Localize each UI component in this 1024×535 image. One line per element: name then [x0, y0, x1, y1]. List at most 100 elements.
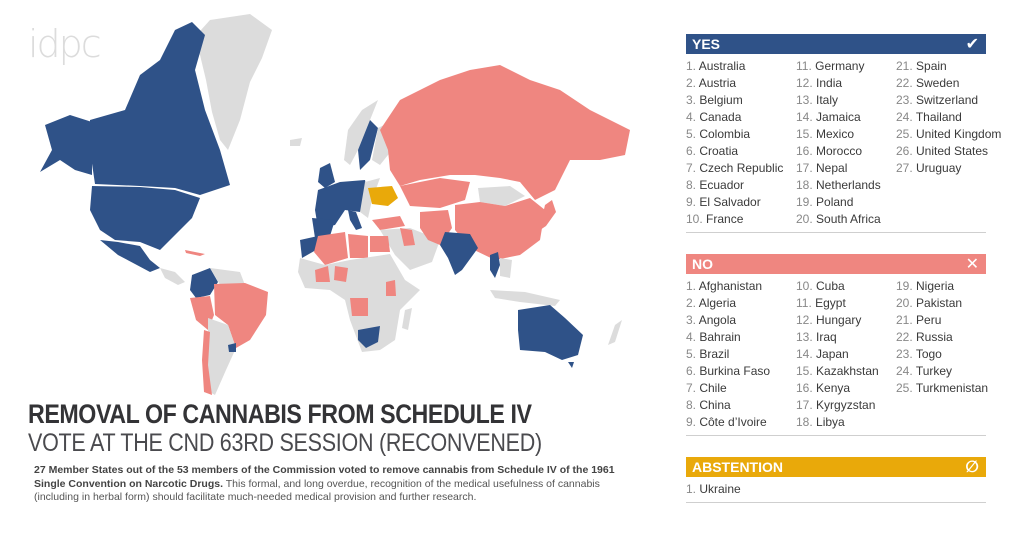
country-item: 5. Brazil — [686, 346, 796, 363]
country-name: Colombia — [699, 127, 751, 141]
no-panel: NO ✕ 1. Afghanistan 2. Algeria 3. Angola 4.… — [686, 254, 989, 436]
country-number: 7. — [686, 381, 700, 395]
country-number: 24. — [896, 110, 916, 124]
country-number: 18. — [796, 415, 817, 429]
country-name: United States — [916, 144, 989, 158]
country-number: 20. — [896, 296, 917, 310]
country-name: Chile — [699, 381, 727, 395]
country-name: Turkmenistan — [915, 381, 989, 395]
country-item: 22. Russia — [896, 329, 986, 346]
country-item: 21. Peru — [896, 312, 986, 329]
region-india — [440, 232, 478, 275]
country-name: Jamaica — [816, 110, 861, 124]
region-alaska — [40, 115, 92, 175]
country-name: Thailand — [915, 110, 962, 124]
country-item: 6. Burkina Faso — [686, 363, 796, 380]
country-item: 10. Cuba — [796, 278, 896, 295]
country-item: 3. Belgium — [686, 92, 796, 109]
country-number: 17. — [796, 398, 817, 412]
country-number: 27. — [896, 161, 917, 175]
country-item: 11. Germany — [796, 58, 896, 75]
country-item: 23. Switzerland — [896, 92, 986, 109]
divider — [686, 232, 986, 233]
region-uruguay — [228, 343, 236, 352]
x-icon: ✕ — [965, 256, 979, 273]
empty-set-icon: ∅ — [965, 459, 979, 476]
country-item: 8. Ecuador — [686, 177, 796, 194]
country-number: 10. — [686, 212, 707, 226]
country-name: Turkey — [915, 364, 953, 378]
region-new-zealand — [608, 320, 622, 345]
country-item: 13. Iraq — [796, 329, 896, 346]
check-icon: ✔ — [965, 36, 979, 53]
country-number: 22. — [896, 330, 917, 344]
country-item: 16. Morocco — [796, 143, 896, 160]
country-number: 22. — [896, 76, 917, 90]
country-number: 19. — [796, 195, 817, 209]
yes-header: YES ✔ — [686, 34, 986, 54]
region-usa — [90, 186, 200, 250]
country-item: 15. Mexico — [796, 126, 896, 143]
country-number: 16. — [796, 381, 817, 395]
country-number: 1. — [686, 59, 699, 73]
country-name: Czech Republic — [699, 161, 784, 175]
country-name: Switzerland — [916, 93, 979, 107]
country-name: Angola — [698, 313, 737, 327]
country-item: 6. Croatia — [686, 143, 796, 160]
region-south-africa — [358, 326, 380, 348]
region-nigeria — [334, 266, 348, 282]
country-item: 4. Bahrain — [686, 329, 796, 346]
country-item: 2. Algeria — [686, 295, 796, 312]
country-number: 23. — [896, 347, 916, 361]
region-spain — [312, 218, 335, 238]
country-name: United Kingdom — [916, 127, 1002, 141]
country-item: 25. United Kingdom — [896, 126, 1001, 143]
country-name: Nepal — [816, 161, 848, 175]
country-name: Bahrain — [699, 330, 741, 344]
country-number: 9. — [686, 195, 700, 209]
country-name: Uruguay — [916, 161, 962, 175]
country-item: 1. Ukraine — [686, 481, 796, 498]
yes-country-list: 1. Australia 2. Austria 3. Belgium 4. Canad… — [686, 58, 1001, 228]
region-norway — [344, 100, 378, 165]
country-item: 10. France — [686, 211, 796, 228]
country-number: 11. — [796, 296, 816, 310]
country-name: Ukraine — [699, 482, 741, 496]
region-ukraine — [368, 186, 398, 206]
country-number: 3. — [686, 313, 699, 327]
country-number: 25. — [896, 381, 916, 395]
country-item: 27. Uruguay — [896, 160, 986, 177]
region-egypt — [370, 236, 390, 252]
country-item: 20. South Africa — [796, 211, 896, 228]
region-colombia — [190, 268, 218, 298]
country-number: 12. — [796, 76, 817, 90]
region-italy — [348, 210, 362, 230]
region-argentina — [206, 318, 236, 395]
country-item: 18. Libya — [796, 414, 896, 431]
region-turkey — [372, 216, 405, 230]
yes-panel: YES ✔ 1. Australia 2. Austria 3. Belgium 4.… — [686, 34, 1001, 233]
region-tasmania — [568, 362, 574, 368]
country-name: Kazakhstan — [816, 364, 879, 378]
country-name: Burkina Faso — [699, 364, 771, 378]
country-item: 9. Côte d’Ivoire — [686, 414, 796, 431]
country-number: 19. — [896, 279, 917, 293]
country-item: 7. Chile — [686, 380, 796, 397]
region-mexico — [100, 240, 160, 272]
world-map — [40, 14, 630, 395]
country-number: 15. — [796, 127, 817, 141]
region-cuba — [185, 250, 205, 256]
no-country-list: 1. Afghanistan 2. Algeria 3. Angola 4. Bahr… — [686, 278, 989, 431]
country-name: France — [706, 212, 744, 226]
country-name: Afghanistan — [698, 279, 763, 293]
country-name: Côte d’Ivoire — [699, 415, 767, 429]
country-name: Algeria — [698, 296, 737, 310]
country-name: Sweden — [916, 76, 960, 90]
country-name: Italy — [816, 93, 839, 107]
country-number: 13. — [796, 93, 817, 107]
country-item: 3. Angola — [686, 312, 796, 329]
country-name: Nigeria — [916, 279, 955, 293]
country-number: 8. — [686, 398, 700, 412]
country-number: 18. — [796, 178, 817, 192]
country-name: Austria — [698, 76, 737, 90]
